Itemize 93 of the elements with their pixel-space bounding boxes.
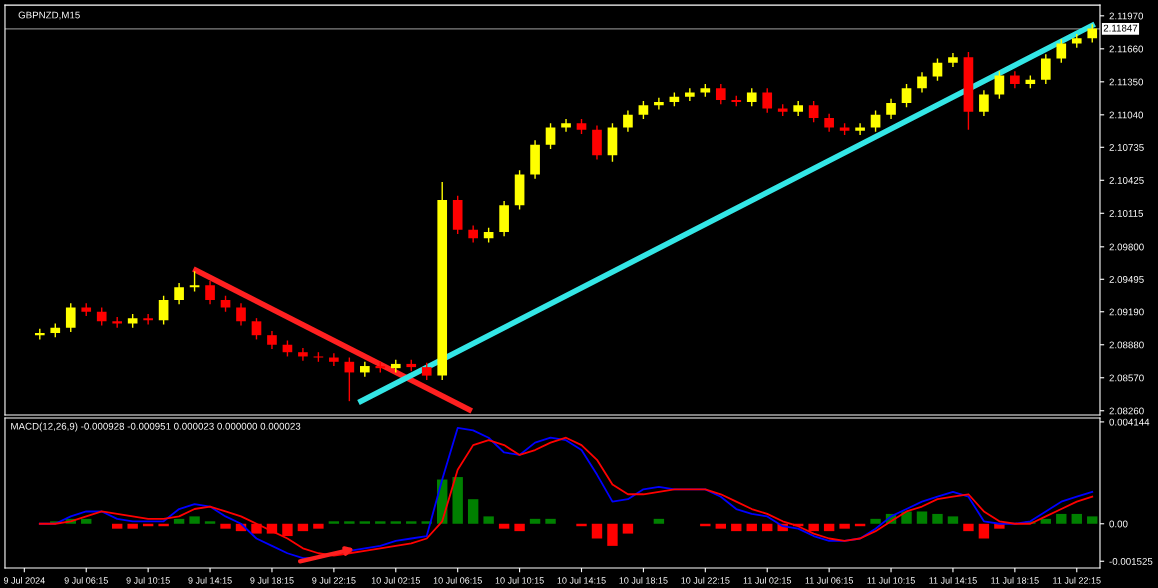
bar [870,518,881,524]
bar [916,511,928,524]
bar [328,521,340,524]
bar [731,523,742,532]
bar [220,523,231,529]
bar [622,523,634,534]
y-tick-label: 2.10735 [1109,144,1144,151]
x-tick-label: 9 Jul 10:15 [126,577,170,584]
candlestick [685,87,695,102]
bar [111,523,123,529]
candlestick [452,195,463,235]
bar [715,523,726,529]
bar [297,523,309,532]
bar [839,523,850,529]
bar [762,523,773,532]
y-tick-label: 2.11970 [1109,12,1144,20]
bar [390,521,401,524]
y-tick-label: -0.001525 [1109,557,1153,565]
bar [746,523,757,532]
candlestick [762,87,773,114]
x-tick-label: 9 Jul 2024 [3,577,45,584]
text: GBPNZD,M15 [18,11,80,20]
bar [1056,513,1067,524]
candlestick [1056,38,1067,64]
bar [173,518,185,524]
y-tick-label: 2.09495 [1109,276,1144,283]
y-tick-label: 2.08260 [1109,407,1144,415]
y-tick-label: 2.10115 [1109,210,1144,217]
bar [653,518,665,524]
x-tick-label: 11 Jul 10:15 [867,577,915,584]
bar [498,523,510,529]
bar [932,513,943,524]
bar [978,523,990,539]
y-tick-label: 2.08570 [1109,374,1144,382]
candlestick [793,100,804,117]
bar [375,521,386,524]
x-tick-label: 11 Jul 02:15 [743,577,792,584]
y-tick-label: 2.11350 [1109,78,1144,86]
x-tick-label: 10 Jul 22:15 [681,577,730,584]
y-tick-label: 2.09800 [1109,243,1144,251]
y-tick-label: 2.10425 [1109,177,1144,184]
bar [204,521,216,524]
x-tick-label: 10 Jul 14:15 [557,577,606,584]
bar [127,523,138,529]
candlestick [948,52,958,68]
bar [607,523,618,546]
x-tick-label: 10 Jul 10:15 [495,577,544,584]
x-tick-label: 11 Jul 06:15 [805,577,854,584]
bar [514,523,525,532]
x-tick-label: 11 Jul 22:15 [1053,577,1101,584]
y-tick-label: 0.004144 [1109,418,1150,426]
bar [963,523,974,532]
candlestick [65,302,76,333]
x-tick-label: 9 Jul 18:15 [250,577,294,584]
bar [282,523,293,537]
bar [359,521,371,524]
y-tick-label: 2.09190 [1109,308,1144,316]
y-tick-label: 2.11660 [1109,45,1144,53]
bar [81,518,92,524]
bar [313,523,324,529]
x-tick-label: 10 Jul 06:15 [433,577,482,584]
bar [1040,518,1052,524]
x-tick-label: 10 Jul 18:15 [619,577,668,584]
bar [467,499,479,524]
bar [1071,513,1082,524]
bar [483,516,494,524]
y-tick-label: 2.11040 [1109,111,1144,119]
bar [406,521,417,524]
x-tick-label: 11 Jul 14:15 [929,577,977,584]
bar [251,523,262,534]
bar [808,523,819,532]
bar [947,516,959,524]
bar [452,477,463,524]
x-tick-label: 11 Jul 18:15 [991,577,1039,584]
x-tick-label: 10 Jul 02:15 [371,577,420,584]
bar [823,523,835,532]
x-tick-label: 9 Jul 22:15 [312,577,356,584]
bar [189,516,200,524]
candlestick [561,118,571,133]
x-tick-label: 9 Jul 14:15 [188,577,232,584]
candlestick [746,87,757,107]
candlestick [715,83,726,105]
bar [344,521,355,524]
x-tick-label: 9 Jul 06:15 [64,577,108,584]
bar [529,518,541,524]
y-tick-label: 0.00 [1109,520,1128,528]
ref-line-label: 2.11847 [1103,24,1138,32]
y-tick-label: 2.08880 [1109,341,1144,349]
bar [1087,516,1098,524]
candlestick [437,181,448,381]
annotation: MACD(12,26,9) -0.000928 -0.000951 0.000023 0.000000 0.000023 [11,422,301,432]
bar [591,523,603,539]
bar [545,518,556,524]
